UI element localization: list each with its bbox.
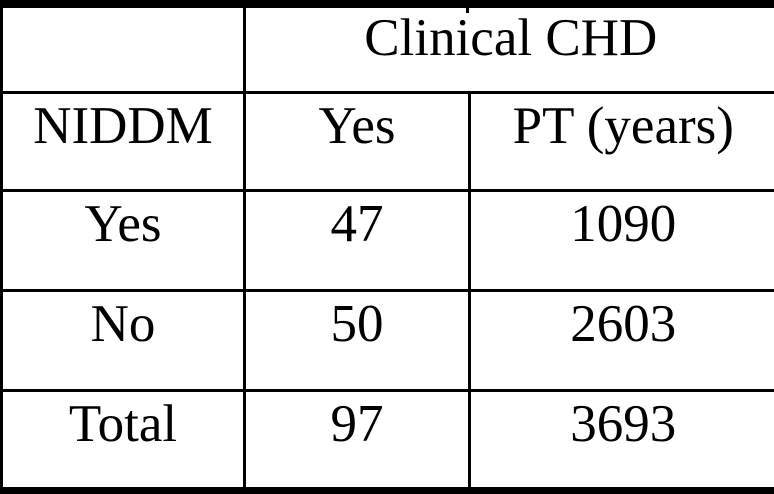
row-label-total: Total [0, 389, 246, 492]
table-row-niddm-yes: Yes 47 1090 [0, 189, 774, 292]
column-header-niddm: NIDDM [0, 90, 246, 193]
cell-yes-person-time: 1090 [467, 189, 774, 292]
column-header-yes: Yes [243, 90, 471, 193]
row-label-no: No [0, 288, 246, 393]
cell-corner-empty [0, 2, 246, 94]
column-header-row: NIDDM Yes PT (years) [0, 90, 774, 193]
group-header-row: Clinical CHD [0, 2, 774, 94]
cell-total-person-time: 3693 [467, 389, 774, 492]
table-row-niddm-no: No 50 2603 [0, 288, 774, 393]
cell-no-chd-count: 50 [243, 288, 471, 393]
row-label-yes: Yes [0, 189, 246, 292]
table-row-total: Total 97 3693 [0, 389, 774, 492]
cell-no-person-time: 2603 [467, 288, 774, 393]
top-border-divider-stub [466, 8, 469, 13]
group-header-clinical-chd: Clinical CHD [242, 2, 774, 94]
cell-yes-chd-count: 47 [243, 189, 471, 292]
column-header-pt-years: PT (years) [467, 90, 774, 193]
cell-total-chd-count: 97 [243, 389, 471, 492]
